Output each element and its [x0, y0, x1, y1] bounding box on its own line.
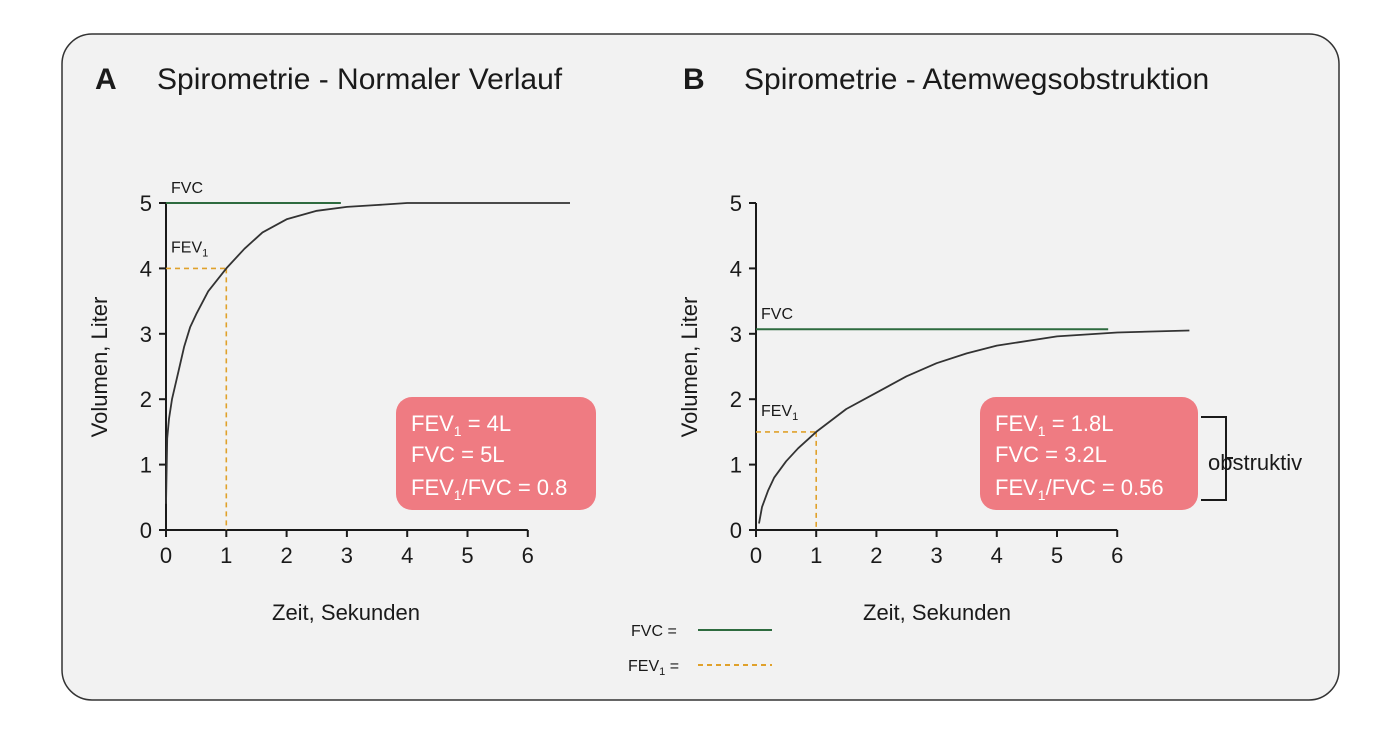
y-tick-label: 1 — [140, 453, 152, 478]
x-tick-label: 0 — [160, 543, 172, 568]
fev1-label: FEV1 — [761, 403, 798, 423]
info-line-fev1: FEV1 = 4L — [411, 411, 511, 439]
volume-curve — [758, 329, 1190, 524]
panel-label: A — [95, 63, 117, 96]
y-tick-label: 0 — [140, 518, 152, 543]
info-box: FEV1 = 4L FVC = 5L FEV1/FVC = 0.8 — [396, 397, 596, 510]
x-tick-label: 3 — [930, 543, 942, 568]
info-box-bg — [980, 397, 1198, 510]
fvc-label: FVC — [171, 180, 203, 197]
x-tick-label: 6 — [522, 543, 534, 568]
y-tick-label: 4 — [140, 256, 152, 281]
y-axis-label: Volumen, Liter — [87, 297, 112, 438]
legend-fev1-label: FEV1 = — [628, 658, 679, 678]
y-tick-label: 3 — [140, 322, 152, 347]
x-tick-label: 0 — [750, 543, 762, 568]
info-line-fvc: FVC = 5L — [411, 442, 505, 467]
info-line-ratio: FEV1/FVC = 0.56 — [995, 475, 1164, 503]
x-tick-label: 5 — [461, 543, 473, 568]
info-line-ratio: FEV1/FVC = 0.8 — [411, 475, 567, 503]
x-tick-label: 6 — [1111, 543, 1123, 568]
y-tick-label: 2 — [140, 387, 152, 412]
info-line-fev1: FEV1 = 1.8L — [995, 411, 1113, 439]
legend: FVC = FEV1 = — [628, 623, 772, 678]
y-tick-label: 0 — [730, 518, 742, 543]
y-tick-label: 2 — [730, 387, 742, 412]
x-axis-label: Zeit, Sekunden — [863, 600, 1011, 625]
x-tick-label: 3 — [341, 543, 353, 568]
y-axis-label: Volumen, Liter — [677, 297, 702, 438]
x-tick-label: 1 — [220, 543, 232, 568]
x-tick-label: 2 — [280, 543, 292, 568]
panel-title: Spirometrie - Normaler Verlauf — [157, 63, 563, 96]
legend-fvc-label: FVC = — [631, 623, 677, 640]
x-tick-label: 1 — [810, 543, 822, 568]
info-box-bg — [396, 397, 596, 510]
info-box: FEV1 = 1.8L FVC = 3.2L FEV1/FVC = 0.56 — [980, 397, 1198, 510]
panel-b: B Spirometrie - Atemwegsobstruktion Volu… — [677, 63, 1302, 625]
fev1-label: FEV1 — [171, 239, 208, 259]
y-tick-label: 4 — [730, 256, 742, 281]
y-tick-label: 5 — [140, 191, 152, 216]
figure-frame — [61, 33, 1340, 701]
x-tick-label: 4 — [401, 543, 413, 568]
panel-label: B — [683, 63, 705, 96]
info-line-fvc: FVC = 3.2L — [995, 442, 1107, 467]
x-tick-label: 4 — [991, 543, 1003, 568]
panel-a: A Spirometrie - Normaler Verlauf Volumen… — [87, 63, 596, 625]
x-axis-label: Zeit, Sekunden — [272, 600, 420, 625]
panel-title: Spirometrie - Atemwegsobstruktion — [744, 63, 1209, 96]
y-tick-label: 3 — [730, 322, 742, 347]
x-tick-label: 5 — [1051, 543, 1063, 568]
y-tick-label: 1 — [730, 453, 742, 478]
x-tick-label: 2 — [870, 543, 882, 568]
volume-curve — [165, 202, 570, 504]
y-tick-label: 5 — [730, 191, 742, 216]
fvc-label: FVC — [761, 306, 793, 323]
obstruktiv-annotation: obstruktiv — [1208, 450, 1302, 475]
